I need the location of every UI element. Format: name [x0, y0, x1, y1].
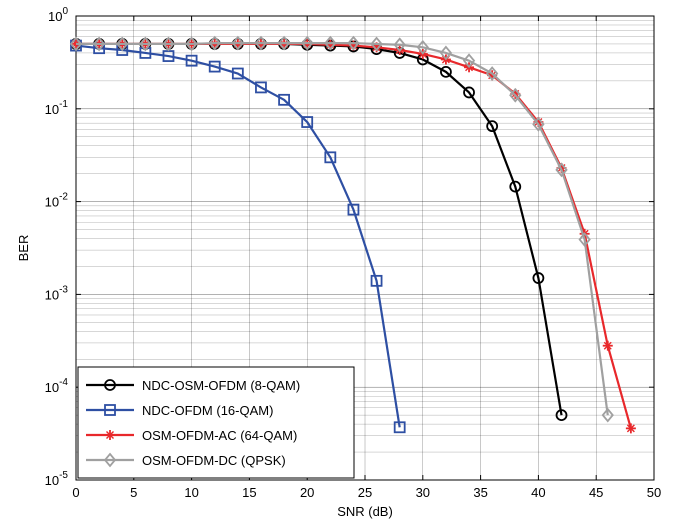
series-line	[75, 44, 401, 428]
data-point	[416, 39, 429, 55]
legend-item: NDC-OFDM (16-QAM)	[86, 403, 273, 418]
data-point	[393, 421, 406, 434]
data-point	[347, 35, 360, 51]
data-point	[601, 407, 614, 423]
data-point	[162, 36, 175, 52]
data-point	[485, 66, 499, 81]
y-tick-label: 10-4	[45, 377, 69, 395]
data-point	[103, 452, 117, 468]
data-point	[347, 203, 360, 216]
data-point	[462, 53, 476, 69]
data-point	[277, 35, 291, 51]
legend-item: OSM-OFDM-DC (QPSK)	[86, 452, 286, 468]
data-point	[255, 81, 267, 94]
x-tick-label: 30	[416, 485, 430, 500]
x-tick-label: 0	[72, 485, 79, 500]
data-point	[208, 60, 221, 73]
data-point	[92, 36, 106, 52]
data-point	[104, 379, 116, 391]
y-tick-label: 10-1	[45, 99, 69, 117]
data-point	[370, 36, 383, 52]
data-point	[254, 35, 268, 51]
axis-ticks: 0 5 10 15 20 25 30 35 40 45 50 100 10-1 10-2 10-3 10-4 1…	[45, 6, 662, 500]
data-point	[104, 404, 116, 416]
x-tick-label: 50	[647, 485, 661, 500]
legend-label: OSM-OFDM-DC (QPSK)	[142, 453, 286, 468]
data-point	[532, 272, 545, 284]
data-point	[555, 409, 568, 422]
x-tick-label: 20	[300, 485, 314, 500]
data-point	[278, 93, 290, 106]
x-axis-title: SNR (dB)	[337, 504, 393, 519]
data-point	[486, 120, 499, 133]
x-tick-label: 40	[531, 485, 545, 500]
data-point	[463, 86, 475, 99]
data-point	[440, 65, 452, 78]
data-point	[509, 180, 522, 193]
data-point	[208, 35, 221, 51]
data-point	[116, 36, 129, 52]
data-point	[439, 45, 453, 61]
x-tick-label: 25	[358, 485, 372, 500]
data-point	[324, 151, 337, 164]
x-tick-label: 10	[184, 485, 198, 500]
y-tick-label: 10-2	[45, 192, 69, 210]
legend-label: NDC-OSM-OFDM (8-QAM)	[142, 378, 300, 393]
data-point	[185, 36, 198, 52]
data-point	[625, 423, 636, 434]
data-point	[185, 54, 198, 67]
legend: NDC-OSM-OFDM (8-QAM) NDC-OFDM (16-QAM) OSM…	[77, 366, 355, 479]
legend-item: OSM-OFDM-AC (64-QAM)	[86, 428, 297, 443]
data-point	[301, 35, 314, 51]
y-tick-label: 100	[48, 6, 68, 24]
data-point	[370, 274, 383, 287]
x-tick-label: 45	[589, 485, 603, 500]
data-point	[231, 35, 245, 51]
data-point	[324, 35, 337, 51]
data-point	[69, 36, 83, 52]
data-point	[509, 87, 522, 103]
data-point	[105, 430, 115, 440]
x-tick-label: 15	[242, 485, 256, 500]
data-point	[301, 116, 314, 128]
x-tick-label: 5	[130, 485, 137, 500]
legend-label: NDC-OFDM (16-QAM)	[142, 403, 273, 418]
data-point	[555, 162, 568, 178]
grid	[76, 16, 654, 480]
y-tick-label: 10-5	[45, 470, 69, 488]
data-point	[231, 67, 244, 80]
legend-item: NDC-OSM-OFDM (8-QAM)	[86, 378, 300, 393]
data-point	[532, 116, 545, 132]
y-tick-label: 10-3	[45, 284, 69, 302]
series-group	[69, 35, 636, 434]
data-point	[139, 36, 152, 52]
data-point	[578, 232, 591, 247]
legend-label: OSM-OFDM-AC (64-QAM)	[142, 428, 297, 443]
data-point	[393, 37, 406, 53]
data-point	[602, 340, 613, 351]
series-osm-ofdm-dc-qpsk	[69, 35, 614, 423]
y-axis-title: BER	[16, 235, 31, 262]
x-tick-label: 35	[473, 485, 487, 500]
